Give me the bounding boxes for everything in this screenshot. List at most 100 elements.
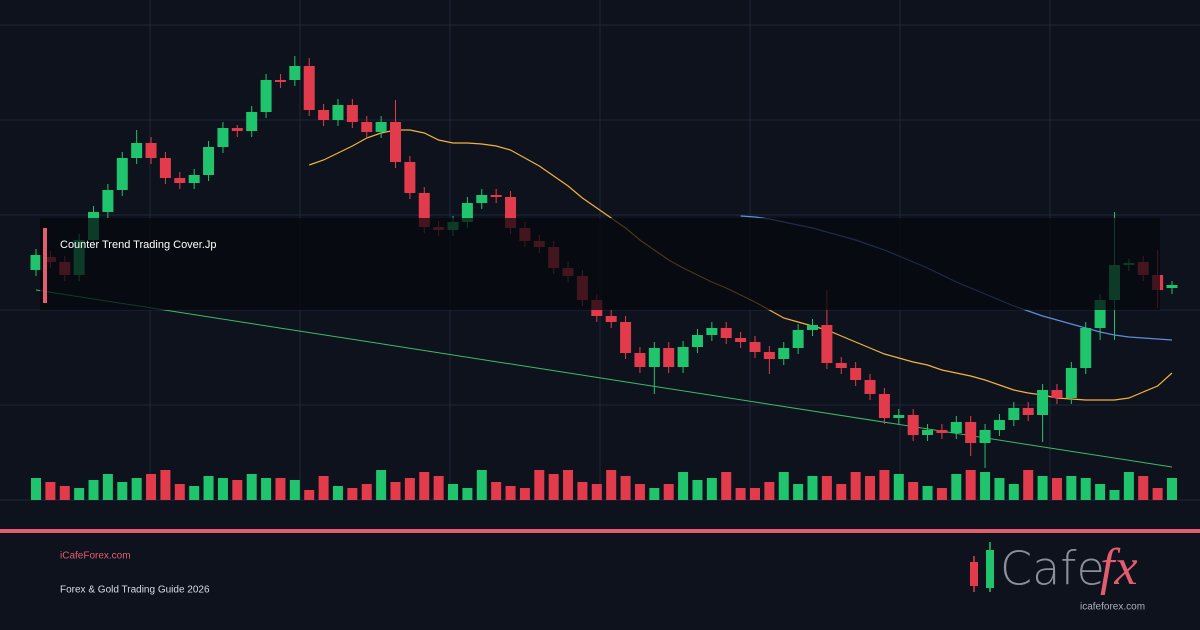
candle-body — [246, 112, 258, 131]
candle-body — [648, 348, 660, 367]
candle-body — [634, 353, 646, 367]
volume-bar — [203, 476, 214, 500]
candle-body — [763, 352, 775, 359]
volume-bar — [45, 482, 56, 500]
candle-body — [289, 66, 301, 80]
volume-bar — [563, 470, 574, 500]
candle-body — [691, 335, 703, 347]
candle-body — [145, 143, 157, 158]
volume-bar — [376, 470, 387, 500]
volume-bar — [591, 484, 602, 500]
volume-bar — [491, 482, 502, 500]
volume-bar — [821, 476, 832, 500]
volume-bar — [117, 482, 128, 500]
candle-body — [965, 422, 977, 443]
candle-body — [188, 175, 200, 183]
candle-body — [1065, 368, 1077, 398]
volume-bar — [462, 488, 473, 500]
volume-bar — [347, 488, 358, 500]
volume-bar — [289, 480, 300, 500]
volume-bar — [74, 488, 85, 500]
logo-candle — [970, 562, 978, 586]
volume-bar — [174, 484, 185, 500]
volume-bar — [735, 488, 746, 500]
volume-bar — [577, 482, 588, 500]
volume-bar — [850, 472, 861, 500]
volume-bar — [131, 478, 142, 500]
volume-bar — [404, 478, 415, 500]
candle-body — [620, 322, 632, 353]
candle-body — [1166, 285, 1178, 288]
volume-bar — [1037, 476, 1048, 500]
volume-bar — [361, 484, 372, 500]
volume-bar — [419, 472, 430, 500]
volume-bar — [634, 484, 645, 500]
candle-body — [505, 197, 517, 228]
volume-bar — [807, 476, 818, 500]
title-accent — [43, 228, 47, 303]
volume-bar — [232, 480, 243, 500]
candle-body — [274, 80, 286, 82]
candle-body — [116, 158, 128, 190]
candle-body — [878, 394, 890, 418]
title-box — [40, 218, 1160, 310]
volume-bar — [678, 472, 689, 500]
candle-body — [749, 342, 761, 352]
volume-bars — [31, 470, 1177, 500]
volume-bar — [778, 472, 789, 500]
candle-body — [850, 368, 862, 380]
logo-main: Cafe — [1000, 542, 1105, 596]
candle-body — [203, 147, 215, 175]
volume-bar — [332, 486, 343, 500]
logo-accent: fx — [1100, 539, 1138, 596]
volume-bar — [793, 484, 804, 500]
candle-body — [821, 325, 833, 363]
volume-bar — [764, 482, 775, 500]
volume-bar — [160, 470, 171, 500]
volume-bar — [1123, 472, 1134, 500]
candle-body — [490, 195, 502, 197]
candle-body — [217, 128, 229, 147]
candle-body — [936, 430, 948, 433]
volume-bar — [1095, 484, 1106, 500]
candle-body — [807, 325, 819, 330]
candle-body — [1094, 300, 1106, 328]
candle-body — [389, 122, 401, 162]
candle-body — [260, 80, 272, 112]
candle-body — [778, 348, 790, 359]
volume-bar — [102, 474, 113, 500]
volume-bar — [951, 474, 962, 500]
volume-bar — [246, 474, 257, 500]
divider — [0, 529, 1200, 533]
volume-bar — [936, 488, 947, 500]
volume-bar — [519, 488, 530, 500]
volume-bar — [59, 486, 70, 500]
candle-body — [922, 430, 934, 435]
volume-bar — [1023, 470, 1034, 500]
candle-body — [1051, 390, 1063, 398]
volume-bar — [620, 476, 631, 500]
candle-body — [835, 363, 847, 368]
volume-bar — [980, 472, 991, 500]
candle-body — [174, 178, 186, 183]
volume-bar — [836, 484, 847, 500]
volume-bar — [865, 476, 876, 500]
candle-body — [361, 122, 373, 132]
volume-bar — [721, 472, 732, 500]
volume-bar — [706, 478, 717, 500]
volume-bar — [692, 480, 703, 500]
footer-subtitle: Forex & Gold Trading Guide 2026 — [60, 585, 210, 596]
volume-bar — [304, 490, 315, 500]
volume-bar — [548, 474, 559, 500]
candle-body — [605, 316, 617, 322]
footer-site: iCafeForex.com — [60, 551, 131, 562]
candle-body — [375, 122, 387, 132]
volume-bar — [965, 470, 976, 500]
volume-bar — [1080, 478, 1091, 500]
candle-body — [792, 330, 804, 348]
volume-bar — [505, 486, 516, 500]
volume-bar — [649, 488, 660, 500]
volume-bar — [390, 482, 401, 500]
volume-bar — [31, 478, 41, 500]
